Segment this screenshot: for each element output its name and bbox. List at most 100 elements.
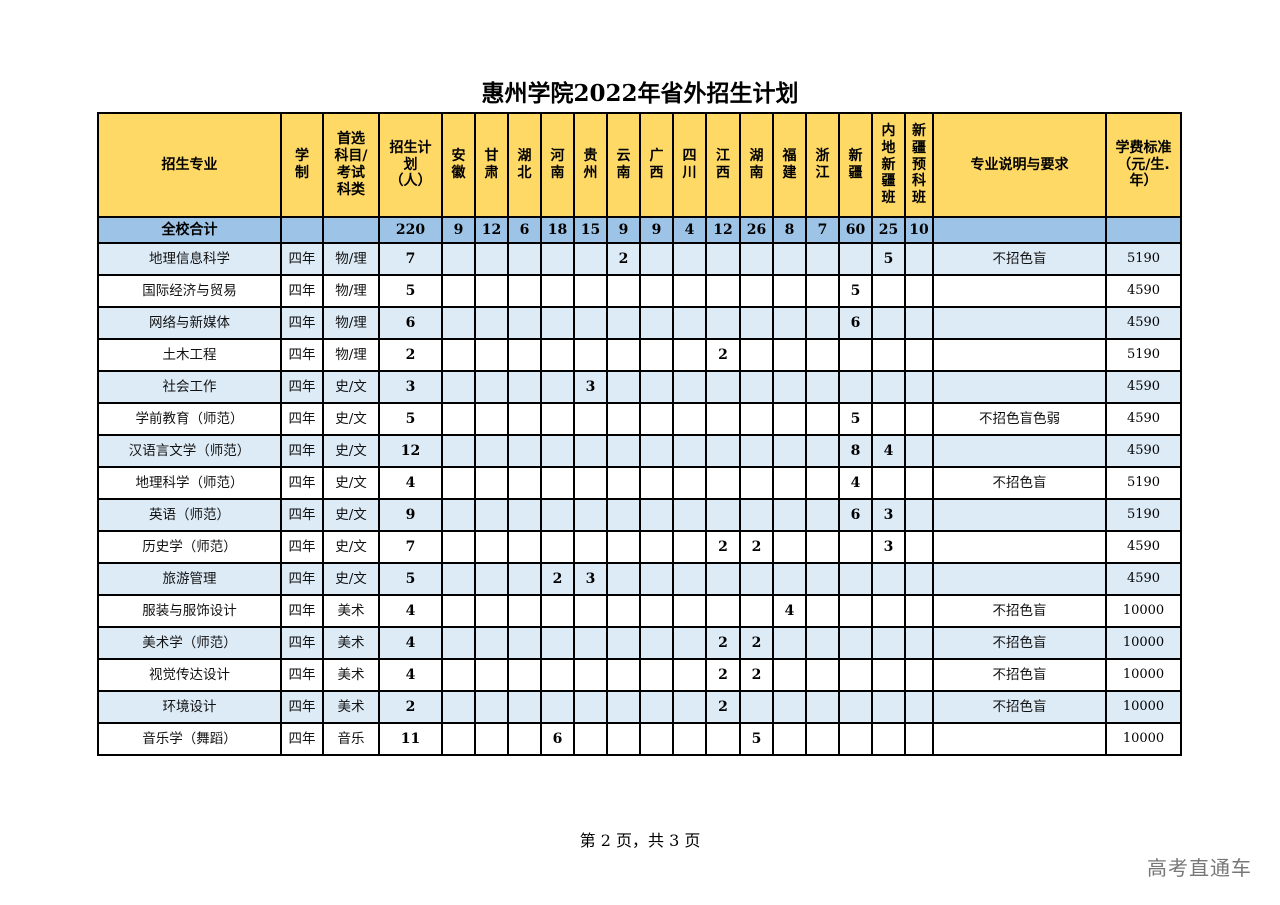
province-cell: [474, 690, 509, 724]
province-cell: [871, 306, 906, 340]
province-cell: [904, 402, 934, 436]
province-cell: 2: [739, 530, 774, 564]
province-cell: 2: [540, 562, 575, 596]
note-cell: 不招色盲: [932, 626, 1107, 660]
province-cell: [772, 626, 807, 660]
province-cell: [573, 530, 608, 564]
header-row: 招生专业学 制首选 科目/ 考试 科类 招生计 划 （人）安 徽甘 肃湖 北河 南…: [97, 112, 1182, 218]
province-cell: [838, 658, 873, 692]
province-total: 4: [672, 216, 707, 244]
province-cell: [540, 274, 575, 308]
column-header: 学 制: [280, 112, 324, 218]
province-cell: 4: [772, 594, 807, 628]
years-cell: 四年: [280, 434, 324, 468]
plan-cell: 7: [378, 530, 443, 564]
plan-cell: 7: [378, 242, 443, 276]
province-cell: [805, 370, 840, 404]
province-total: 18: [540, 216, 575, 244]
province-cell: [772, 274, 807, 308]
province-cell: [904, 658, 934, 692]
column-header: 安 徽: [441, 112, 476, 218]
major-name: 国际经济与贸易: [97, 274, 282, 308]
province-cell: [705, 370, 741, 404]
fee-cell: 10000: [1105, 658, 1182, 692]
province-cell: [507, 370, 542, 404]
province-cell: 6: [838, 306, 873, 340]
province-cell: [639, 722, 674, 756]
fee-cell: 4590: [1105, 562, 1182, 596]
table-row: 土木工程 四年 物/理 2 2 5190: [97, 338, 1182, 372]
fee-cell: 10000: [1105, 690, 1182, 724]
province-cell: [474, 530, 509, 564]
province-cell: [772, 434, 807, 468]
province-cell: [805, 594, 840, 628]
province-cell: [606, 626, 641, 660]
province-cell: [772, 722, 807, 756]
province-cell: [573, 626, 608, 660]
province-cell: [739, 434, 774, 468]
plan-cell: 6: [378, 306, 443, 340]
fee-cell: 10000: [1105, 626, 1182, 660]
province-cell: 3: [871, 530, 906, 564]
province-cell: [573, 306, 608, 340]
column-header: 内 地 新 疆 班: [871, 112, 906, 218]
province-cell: [739, 274, 774, 308]
province-cell: [474, 658, 509, 692]
province-cell: [474, 370, 509, 404]
province-cell: [606, 434, 641, 468]
subject-cell: 史/文: [322, 530, 380, 564]
province-cell: [904, 338, 934, 372]
province-cell: [672, 370, 707, 404]
fee-cell: 5190: [1105, 498, 1182, 532]
province-cell: [441, 434, 476, 468]
years-cell: [280, 216, 324, 244]
province-total: 12: [705, 216, 741, 244]
province-cell: [672, 658, 707, 692]
note-cell: 不招色盲: [932, 594, 1107, 628]
province-cell: [573, 242, 608, 276]
province-total: 6: [507, 216, 542, 244]
major-name: 旅游管理: [97, 562, 282, 596]
column-header: 四 川: [672, 112, 707, 218]
plan-cell: 4: [378, 466, 443, 500]
province-cell: [441, 690, 476, 724]
note-cell: [932, 434, 1107, 468]
province-cell: [606, 466, 641, 500]
years-cell: 四年: [280, 274, 324, 308]
province-cell: [672, 434, 707, 468]
province-cell: [805, 722, 840, 756]
column-header: 招生计 划 （人）: [378, 112, 443, 218]
province-cell: [573, 402, 608, 436]
province-cell: [606, 690, 641, 724]
province-cell: [639, 306, 674, 340]
table-row: 网络与新媒体 四年 物/理 6 6 4590: [97, 306, 1182, 340]
province-cell: [507, 338, 542, 372]
province-cell: [540, 434, 575, 468]
years-cell: 四年: [280, 530, 324, 564]
province-cell: [507, 466, 542, 500]
plan-cell: 3: [378, 370, 443, 404]
province-cell: [639, 594, 674, 628]
years-cell: 四年: [280, 658, 324, 692]
province-cell: [672, 498, 707, 532]
province-cell: 8: [838, 434, 873, 468]
years-cell: 四年: [280, 370, 324, 404]
province-cell: [705, 306, 741, 340]
province-cell: [573, 338, 608, 372]
province-cell: [838, 562, 873, 596]
province-cell: [772, 242, 807, 276]
province-cell: [739, 306, 774, 340]
subject-cell: 美术: [322, 690, 380, 724]
province-cell: [606, 658, 641, 692]
page-number: 第 2 页，共 3 页: [579, 831, 701, 850]
subject-cell: 物/理: [322, 338, 380, 372]
fee-cell: 4590: [1105, 530, 1182, 564]
province-cell: [705, 594, 741, 628]
province-cell: [507, 498, 542, 532]
table-row: 英语（师范） 四年 史/文 9 6 3 5190: [97, 498, 1182, 532]
major-name: 环境设计: [97, 690, 282, 724]
major-name: 网络与新媒体: [97, 306, 282, 340]
province-cell: [772, 306, 807, 340]
province-cell: 3: [871, 498, 906, 532]
enrollment-plan-table: 招生专业学 制首选 科目/ 考试 科类 招生计 划 （人）安 徽甘 肃湖 北河 南…: [97, 112, 1182, 756]
